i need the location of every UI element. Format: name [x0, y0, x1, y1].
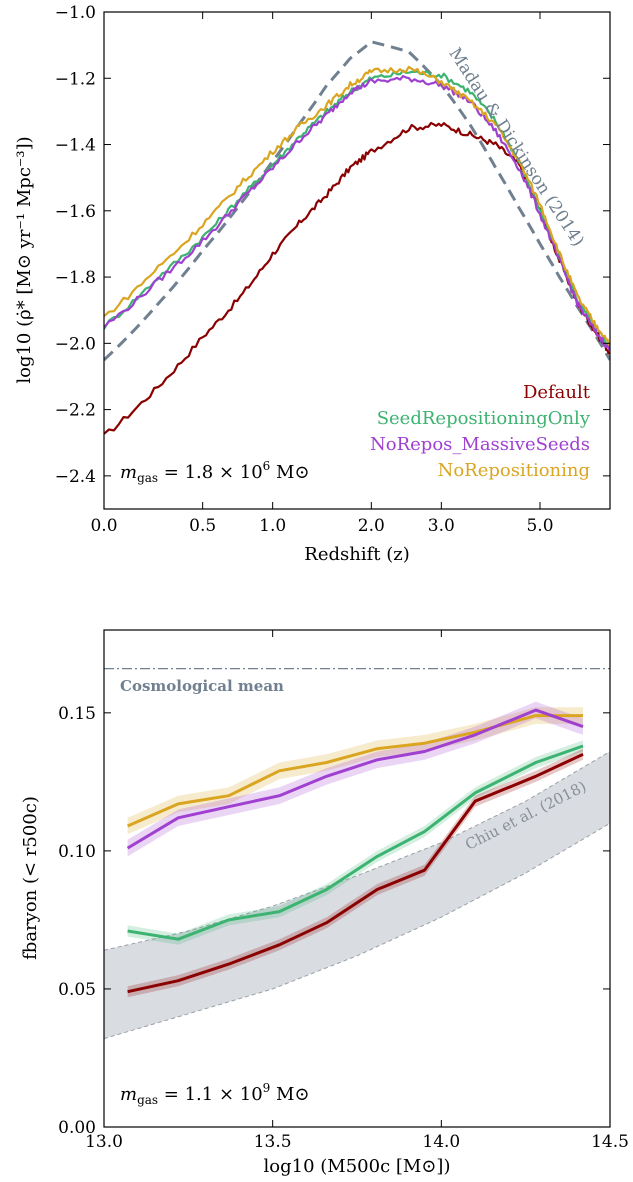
top-y-tick-label: −1.4	[55, 136, 96, 156]
bottom-y-tick-label: 0.05	[58, 980, 96, 1000]
chiu-band-upper	[104, 751, 610, 951]
series-madau-dickinson-2014	[104, 40, 610, 361]
series-default	[104, 121, 610, 435]
bottom-plot-frame	[103, 629, 611, 1128]
chiu-band	[104, 751, 610, 1039]
top-y-tick-label: −1.6	[55, 202, 96, 222]
top-plot-frame	[103, 11, 611, 510]
top-x-tick-label: 1.0	[259, 516, 286, 536]
bottom-y-tick-label: 0.10	[58, 842, 96, 862]
legend-entry-default: Default	[523, 382, 591, 403]
bottom-x-tick-label: 14.5	[591, 1132, 629, 1152]
top-x-tick-label: 3.0	[428, 516, 455, 536]
cosmological-mean-label: Cosmological mean	[120, 677, 284, 695]
bottom-x-axis-label: log10 (M500c [M⊙])	[264, 1156, 451, 1177]
shade-norepositioning	[127, 707, 583, 835]
bottom-y-axis-label: fbaryon (< r500c)	[20, 796, 41, 960]
chiu-band-lower	[104, 822, 610, 1040]
bottom-y-tick-label: 0.15	[58, 704, 96, 724]
series-norepos-massiveseeds	[104, 75, 610, 351]
top-x-tick-label: 2.0	[358, 516, 385, 536]
bottom-mass-annotation: mgas = 1.1 × 109 M⊙	[120, 1081, 310, 1107]
top-y-tick-label: −2.2	[55, 401, 96, 421]
top-y-tick-label: −2.4	[55, 467, 96, 487]
legend-entry-seed-repositioning-only: SeedRepositioningOnly	[377, 408, 591, 429]
top-mass-annotation: mgas = 1.8 × 106 M⊙	[120, 459, 310, 485]
top-y-axis-label: log10 (ρ̇* [M⊙ yr⁻¹ Mpc⁻³])	[14, 136, 35, 383]
legend-entry-norepos-massiveseeds: NoRepos_MassiveSeeds	[370, 434, 590, 455]
top-y-tick-label: −2.0	[55, 334, 96, 354]
top-y-tick-label: −1.0	[55, 3, 96, 23]
baryon-fraction-panel: 13.0 13.5 14.0 14.5 0.00 0.05 0.10 0.15 Cosmolo…	[20, 629, 629, 1177]
line-seedrepositioningonly	[127, 744, 584, 941]
legend-entry-norepositioning: NoRepositioning	[438, 460, 590, 481]
top-y-tick-label: −1.8	[55, 268, 96, 288]
series-norepositioning	[104, 65, 610, 346]
shade-norepos-massiveseeds	[127, 701, 583, 857]
top-x-axis-label: Redshift (z)	[304, 544, 409, 565]
bottom-x-tick-label: 13.5	[254, 1132, 292, 1152]
top-x-tick-label: 5.0	[526, 516, 553, 536]
line-default	[127, 752, 584, 994]
top-x-tick-label: 0.5	[189, 516, 216, 536]
line-norepos-massiveseeds	[126, 708, 584, 850]
top-x-tick-label: 0.0	[90, 516, 117, 536]
top-y-tick-label: −1.2	[55, 69, 96, 89]
top-legend: Default SeedRepositioningOnly NoRepos_Ma…	[370, 382, 591, 481]
bottom-x-tick-label: 13.0	[85, 1132, 123, 1152]
bottom-y-tick-label: 0.00	[58, 1118, 96, 1138]
bottom-x-tick-label: 14.0	[422, 1132, 460, 1152]
